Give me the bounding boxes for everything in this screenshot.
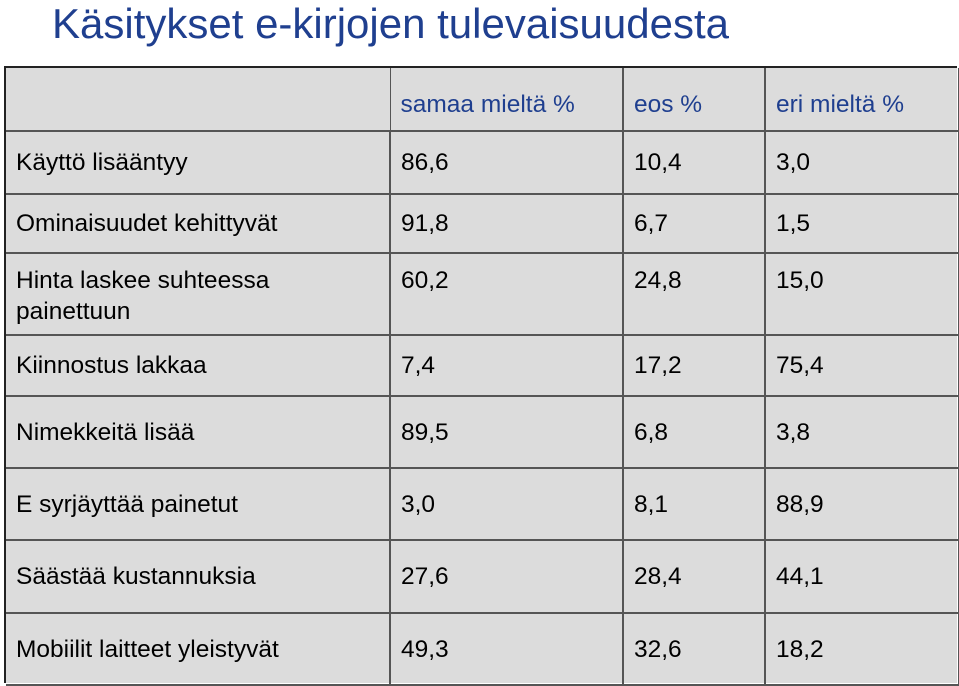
cell-agree: 49,3 xyxy=(390,613,624,686)
cell-disagree: 44,1 xyxy=(765,540,959,614)
cell-disagree: 3,8 xyxy=(765,396,959,469)
slide-title: Käsitykset e-kirjojen tulevaisuudesta xyxy=(52,0,730,47)
table-row: Säästää kustannuksia 27,6 28,4 44,1 xyxy=(6,540,959,614)
cell-dont-know: 24,8 xyxy=(623,253,766,336)
cell-agree: 86,6 xyxy=(390,131,624,195)
row-label: Mobiilit laitteet yleistyvät xyxy=(6,613,391,686)
corner-cell xyxy=(6,68,391,132)
cell-disagree: 88,9 xyxy=(765,468,959,541)
cell-agree: 89,5 xyxy=(390,396,624,469)
header-row: samaa mieltä % eos % eri mieltä % xyxy=(6,68,959,132)
cell-dont-know: 8,1 xyxy=(623,468,766,541)
table-row: E syrjäyttää painetut 3,0 8,1 88,9 xyxy=(6,468,959,541)
cell-dont-know: 17,2 xyxy=(623,335,766,397)
cell-dont-know: 32,6 xyxy=(623,613,766,686)
cell-disagree: 3,0 xyxy=(765,131,959,195)
cell-agree: 60,2 xyxy=(390,253,624,336)
column-header-dont-know: eos % xyxy=(623,68,766,132)
cell-dont-know: 6,7 xyxy=(623,194,766,254)
cell-dont-know: 10,4 xyxy=(623,131,766,195)
table-row: Ominaisuudet kehittyvät 91,8 6,7 1,5 xyxy=(6,194,959,254)
cell-disagree: 15,0 xyxy=(765,253,959,336)
column-header-agree: samaa mieltä % xyxy=(390,68,624,132)
survey-table: samaa mieltä % eos % eri mieltä % Käyttö… xyxy=(6,68,959,686)
row-label: Säästää kustannuksia xyxy=(6,540,391,614)
row-label: Ominaisuudet kehittyvät xyxy=(6,194,391,254)
cell-dont-know: 28,4 xyxy=(623,540,766,614)
cell-disagree: 1,5 xyxy=(765,194,959,254)
table-row: Mobiilit laitteet yleistyvät 49,3 32,6 1… xyxy=(6,613,959,686)
row-label: Käyttö lisääntyy xyxy=(6,131,391,195)
row-label: Hinta laskee suhteessa painettuun xyxy=(6,253,391,336)
cell-disagree: 75,4 xyxy=(765,335,959,397)
column-header-disagree: eri mieltä % xyxy=(765,68,959,132)
survey-table-container: samaa mieltä % eos % eri mieltä % Käyttö… xyxy=(4,66,959,686)
cell-agree: 91,8 xyxy=(390,194,624,254)
cell-agree: 27,6 xyxy=(390,540,624,614)
table-row: Käyttö lisääntyy 86,6 10,4 3,0 xyxy=(6,131,959,195)
row-label: Kiinnostus lakkaa xyxy=(6,335,391,397)
table-row: Nimekkeitä lisää 89,5 6,8 3,8 xyxy=(6,396,959,469)
cell-dont-know: 6,8 xyxy=(623,396,766,469)
table-row: Kiinnostus lakkaa 7,4 17,2 75,4 xyxy=(6,335,959,397)
row-label: Nimekkeitä lisää xyxy=(6,396,391,469)
row-label: E syrjäyttää painetut xyxy=(6,468,391,541)
cell-agree: 7,4 xyxy=(390,335,624,397)
cell-agree: 3,0 xyxy=(390,468,624,541)
table-row: Hinta laskee suhteessa painettuun 60,2 2… xyxy=(6,253,959,336)
cell-disagree: 18,2 xyxy=(765,613,959,686)
